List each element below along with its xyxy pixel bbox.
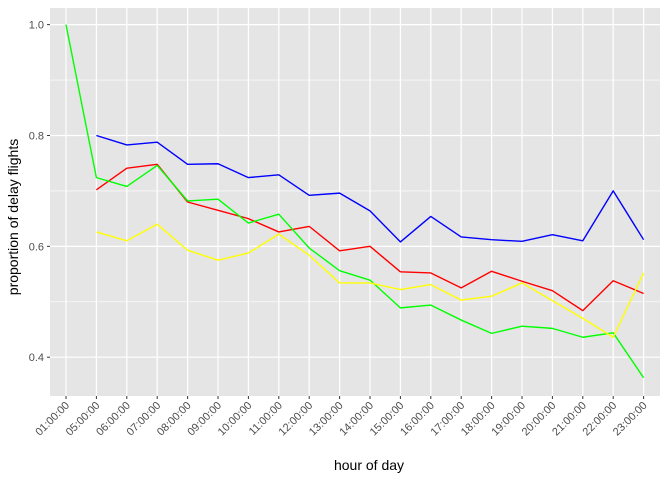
y-tick-label: 0.8: [29, 130, 44, 142]
minor-gridlines: [50, 79, 660, 303]
x-axis: 01:00:0005:00:0006:00:0007:00:0008:00:00…: [33, 396, 650, 439]
series-line-2: [95, 163, 644, 312]
y-tick-label: 0.6: [29, 241, 44, 253]
y-axis: 0.4 0.6 0.8 1.0: [29, 20, 50, 364]
major-gridlines: [50, 8, 660, 396]
y-tick-label: 1.0: [29, 20, 44, 32]
x-tick-label: 23:00:00: [611, 400, 650, 439]
x-axis-title: hour of day: [334, 457, 404, 473]
series-line-4: [96, 223, 645, 338]
y-axis-title: proportion of delay flights: [5, 139, 21, 295]
y-tick-label: 0.4: [29, 352, 44, 364]
series-line-1: [96, 134, 645, 243]
series-line-3: [65, 24, 645, 379]
series-lines: [65, 24, 645, 379]
